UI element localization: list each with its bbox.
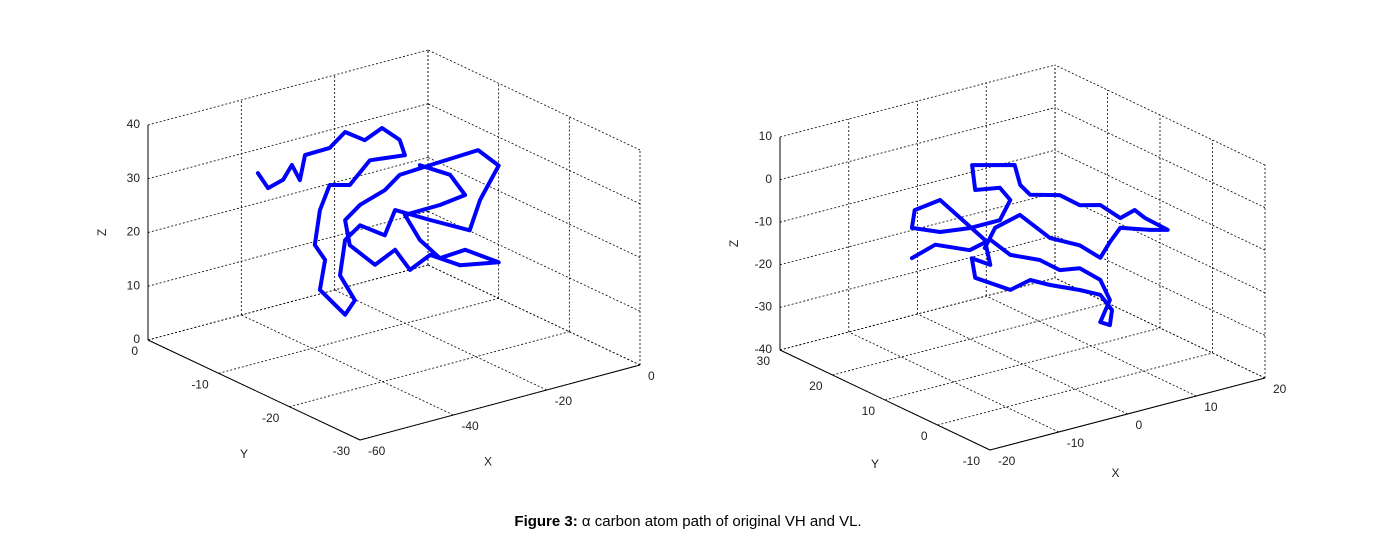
z-tick-label: 40 <box>127 117 141 131</box>
axis-line <box>359 364 641 441</box>
grid-line <box>218 297 499 374</box>
x-axis-label: X <box>1111 466 1119 480</box>
axis-line <box>779 349 991 451</box>
y-tick-label: -30 <box>333 444 351 458</box>
x-tick-label: 0 <box>648 369 655 383</box>
grid-line <box>147 103 429 180</box>
axis-line <box>989 377 1266 451</box>
grid-line <box>832 302 1108 376</box>
grid-line <box>937 352 1213 426</box>
grid-line <box>779 235 1056 308</box>
grid-line <box>1054 107 1266 208</box>
y-tick-label: -10 <box>191 378 209 392</box>
grid-line <box>1054 149 1266 251</box>
grid-line <box>779 107 1056 180</box>
x-tick-label: 10 <box>1204 400 1218 414</box>
grid-line <box>427 157 641 258</box>
z-tick-label: -40 <box>755 342 773 356</box>
y-tick-label: 0 <box>131 344 138 358</box>
x-tick-label: -60 <box>368 444 386 458</box>
y-tick-label: 30 <box>757 354 771 368</box>
z-tick-label: 0 <box>133 332 140 346</box>
x-axis-label: X <box>484 455 492 469</box>
grid-line <box>147 49 429 126</box>
axis-line <box>147 339 361 441</box>
y-tick-label: 10 <box>862 404 876 418</box>
z-tick-label: 20 <box>127 225 141 239</box>
grid-line <box>427 49 641 151</box>
y-tick-label: 20 <box>809 379 823 393</box>
grid-line <box>334 289 547 391</box>
grid-line <box>917 313 1128 415</box>
grid-line <box>427 264 641 366</box>
z-axis-label: Z <box>727 240 741 247</box>
z-axis-label: Z <box>95 229 109 236</box>
atom-path <box>255 126 501 317</box>
grid-line <box>427 103 641 205</box>
z-tick-label: 10 <box>759 129 773 143</box>
y-axis-label: Y <box>871 457 879 471</box>
grid-line <box>147 157 429 233</box>
grid-line <box>779 149 1056 223</box>
grid-line <box>848 331 1059 433</box>
z-tick-label: 0 <box>765 172 772 186</box>
z-tick-label: -30 <box>755 300 773 314</box>
grid-line <box>289 331 570 408</box>
grid-line <box>427 210 641 312</box>
z-tick-label: -20 <box>755 257 773 271</box>
y-tick-label: 0 <box>921 429 928 443</box>
caption: Figure 3: α carbon atom path of original… <box>514 513 861 530</box>
grid-line <box>1054 64 1266 166</box>
atom-path <box>909 163 1170 328</box>
grid-line <box>241 314 454 416</box>
x-tick-label: 0 <box>1136 418 1143 432</box>
x-tick-label: 20 <box>1273 382 1287 396</box>
caption-label: Figure 3: <box>514 513 577 530</box>
grid-line <box>1054 277 1266 379</box>
y-axis-label: Y <box>240 447 248 461</box>
z-tick-label: 10 <box>127 278 141 292</box>
y-tick-label: -20 <box>262 411 280 425</box>
caption-text: α carbon atom path of original VH and VL… <box>582 513 862 530</box>
grid-line <box>884 327 1161 401</box>
grid-line <box>147 210 429 287</box>
grid-line <box>779 64 1056 138</box>
z-tick-label: -10 <box>755 214 773 228</box>
y-tick-label: -10 <box>963 454 981 468</box>
x-tick-label: -40 <box>461 419 479 433</box>
grid-line <box>1054 192 1266 294</box>
x-tick-label: -20 <box>555 394 573 408</box>
z-tick-label: 30 <box>127 171 141 185</box>
grid-line <box>147 264 429 341</box>
x-tick-label: -10 <box>1067 436 1085 450</box>
x-tick-label: -20 <box>998 454 1016 468</box>
